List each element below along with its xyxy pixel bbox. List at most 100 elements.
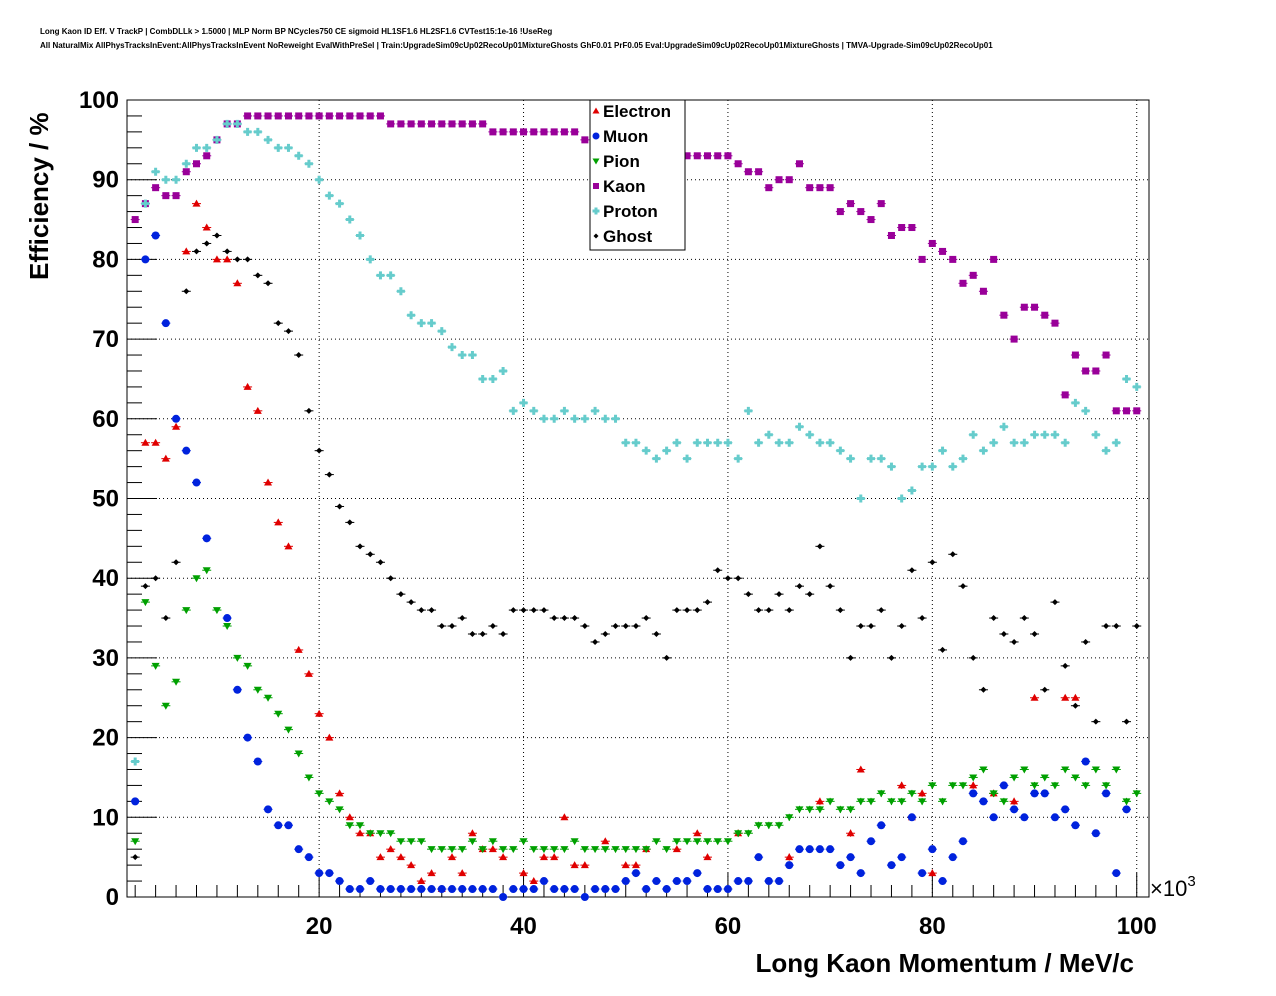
point-pion — [1132, 789, 1142, 798]
point-proton — [590, 406, 600, 415]
point-ghost — [375, 559, 385, 566]
point-muon — [805, 845, 815, 854]
point-ghost — [672, 607, 682, 614]
point-muon — [927, 845, 937, 854]
point-kaon — [416, 120, 426, 128]
point-kaon — [1030, 303, 1040, 311]
point-pion — [1081, 781, 1091, 790]
point-kaon — [1122, 407, 1132, 415]
axes: 20 40 60 80 100 0 10 20 30 40 50 60 70 80 90 100 — [79, 87, 1157, 940]
point-kaon — [784, 176, 794, 184]
point-kaon — [467, 120, 477, 128]
point-muon — [488, 885, 498, 894]
point-ghost — [202, 240, 212, 247]
chart-title-line-1: Long Kaon ID Eff. V TrackP | CombDLLk > … — [40, 27, 553, 36]
point-proton — [651, 454, 661, 463]
grid-lines — [127, 100, 1149, 897]
point-pion — [478, 846, 488, 854]
point-proton — [1019, 438, 1029, 447]
point-kaon — [151, 184, 161, 192]
point-muon — [1019, 813, 1029, 822]
point-ghost — [876, 607, 886, 614]
point-proton — [457, 351, 467, 360]
point-pion — [590, 846, 600, 854]
point-kaon — [702, 152, 712, 160]
point-proton — [846, 454, 856, 463]
point-kaon — [846, 200, 856, 208]
point-kaon — [437, 120, 447, 128]
point-electron — [396, 853, 406, 861]
legend-label: Muon — [603, 127, 648, 146]
point-pion — [314, 790, 324, 798]
point-electron — [897, 781, 907, 789]
series-pion — [130, 567, 1142, 854]
point-kaon — [815, 184, 825, 192]
point-electron — [171, 422, 181, 430]
point-electron — [1009, 797, 1019, 805]
point-ghost — [621, 623, 631, 630]
point-electron — [846, 829, 856, 837]
point-muon — [396, 885, 406, 894]
point-pion — [815, 805, 825, 814]
point-ghost — [559, 615, 569, 622]
point-ghost — [304, 407, 314, 414]
point-pion — [927, 781, 937, 790]
point-muon — [283, 821, 293, 830]
point-kaon — [805, 184, 815, 192]
point-proton — [253, 127, 263, 136]
point-proton — [447, 343, 457, 352]
point-proton — [927, 462, 937, 471]
point-pion — [897, 797, 907, 806]
point-proton — [641, 446, 651, 455]
point-ghost — [498, 630, 508, 637]
point-proton — [866, 454, 876, 463]
point-ghost — [140, 583, 150, 590]
legend-label: Pion — [603, 152, 640, 171]
point-ghost — [232, 256, 242, 263]
point-ghost — [396, 591, 406, 598]
point-kaon — [876, 200, 886, 208]
y-axis-label: Efficiency / % — [24, 112, 54, 280]
point-muon — [948, 853, 958, 862]
point-pion — [140, 599, 150, 607]
x-axis-multiplier-base: ×10 — [1150, 876, 1187, 901]
point-ghost — [1040, 686, 1050, 693]
point-muon — [682, 877, 692, 886]
point-muon — [191, 478, 201, 487]
point-muon — [1070, 821, 1080, 830]
point-ghost — [243, 256, 253, 263]
point-pion — [1030, 781, 1040, 790]
data-points — [130, 112, 1142, 901]
point-proton — [396, 287, 406, 296]
x-tick-label: 20 — [306, 913, 333, 940]
point-kaon — [1050, 319, 1060, 327]
point-proton — [1101, 446, 1111, 455]
point-pion — [447, 846, 457, 854]
point-kaon — [283, 112, 293, 120]
point-pion — [723, 838, 733, 846]
point-muon — [917, 869, 927, 878]
point-proton — [232, 119, 242, 128]
point-kaon — [355, 112, 365, 120]
legend-item-proton: Proton — [592, 202, 658, 221]
point-electron — [232, 279, 242, 287]
point-ghost — [335, 503, 345, 510]
point-kaon — [897, 224, 907, 232]
point-pion — [396, 838, 406, 846]
point-ghost — [365, 551, 375, 558]
point-ghost — [191, 248, 201, 255]
point-muon — [968, 789, 978, 798]
point-pion — [672, 838, 682, 846]
point-kaon — [457, 120, 467, 128]
point-proton — [815, 438, 825, 447]
point-proton — [140, 199, 150, 208]
point-muon — [641, 885, 651, 894]
point-kaon — [559, 128, 569, 136]
point-proton — [171, 175, 181, 184]
point-pion — [805, 805, 815, 814]
point-muon — [232, 685, 242, 694]
point-electron — [1060, 693, 1070, 701]
point-muon — [611, 885, 621, 894]
point-kaon — [253, 112, 263, 120]
